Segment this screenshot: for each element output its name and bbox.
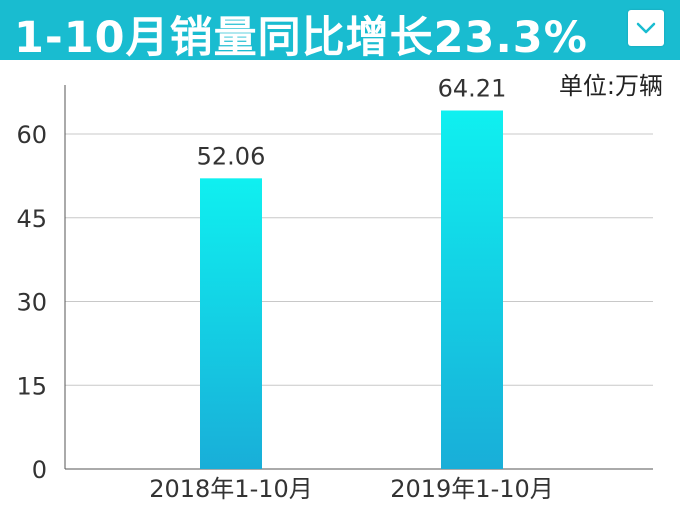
bar (441, 110, 503, 469)
y-tick-label: 0 (32, 456, 47, 484)
chevron-down-icon (636, 22, 656, 34)
bar (200, 178, 262, 469)
dropdown-button[interactable] (628, 10, 664, 46)
data-label: 52.06 (197, 142, 266, 170)
y-tick-label: 15 (16, 372, 47, 400)
y-tick-label: 30 (16, 289, 47, 317)
y-tick-label: 45 (16, 205, 47, 233)
x-tick-label: 2019年1-10月 (390, 475, 554, 503)
page-title: 1-10月销量同比增长23.3% (14, 13, 588, 63)
unit-label: 单位:万辆 (558, 72, 663, 100)
y-tick-label: 60 (16, 121, 47, 149)
x-tick-label: 2018年1-10月 (149, 475, 313, 503)
title-bar: 1-10月销量同比增长23.3% (0, 0, 680, 63)
data-label: 64.21 (438, 74, 507, 102)
